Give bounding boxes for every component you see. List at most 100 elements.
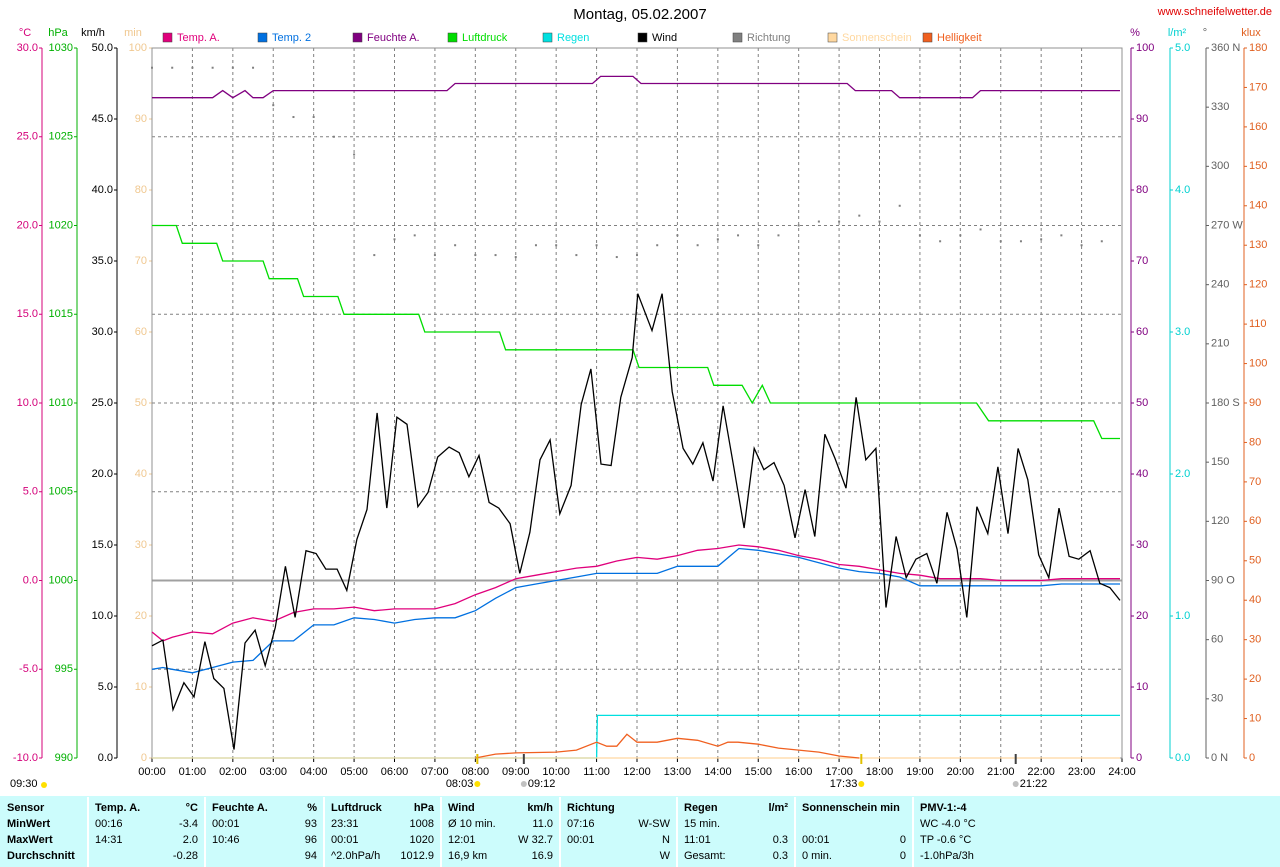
footer-header: Temp. A. bbox=[95, 802, 140, 814]
y-tick-label: 10 bbox=[1249, 712, 1261, 724]
series-dot bbox=[272, 104, 275, 107]
footer-cell: MinWert bbox=[7, 818, 51, 830]
y-tick-label: 30.0 bbox=[92, 326, 113, 338]
y-tick-label: 180 S bbox=[1211, 397, 1240, 409]
y-tick-label: 1000 bbox=[49, 574, 73, 586]
y-tick-label: 40.0 bbox=[92, 184, 113, 196]
y-tick-label: 990 bbox=[55, 752, 73, 764]
y-tick-label: 80 bbox=[1136, 184, 1148, 196]
footer-cell: 94 bbox=[305, 850, 317, 862]
legend-swatch bbox=[162, 32, 173, 43]
series-dot bbox=[252, 66, 255, 69]
y-tick-label: -10.0 bbox=[13, 752, 38, 764]
y-tick-label: 30 bbox=[135, 539, 147, 551]
annotation-label: 09:12 bbox=[528, 778, 556, 790]
series-dot bbox=[494, 254, 497, 257]
series-dot bbox=[454, 244, 457, 247]
x-tick-label: 23:00 bbox=[1068, 766, 1096, 778]
source: www.schneifelwetter.de bbox=[1157, 6, 1272, 18]
y-tick-label: 100 bbox=[1249, 357, 1267, 369]
series-dot bbox=[191, 66, 194, 69]
footer-cell: -0.28 bbox=[173, 850, 198, 862]
y-tick-label: 35.0 bbox=[92, 255, 113, 267]
footer-background bbox=[0, 796, 1280, 867]
x-tick-label: 00:00 bbox=[138, 766, 166, 778]
axis-title: ° bbox=[1203, 27, 1207, 39]
y-tick-label: 40 bbox=[135, 468, 147, 480]
y-tick-label: 45.0 bbox=[92, 113, 113, 125]
y-tick-label: 50.0 bbox=[92, 42, 113, 54]
series-dot bbox=[858, 214, 861, 217]
y-tick-label: 90 bbox=[135, 113, 147, 125]
y-tick-label: 100 bbox=[1136, 42, 1154, 54]
series-dot bbox=[797, 224, 800, 227]
footer-cell: 0 min. bbox=[802, 850, 832, 862]
axis-title: % bbox=[1130, 27, 1140, 39]
y-tick-label: 60 bbox=[1136, 326, 1148, 338]
y-tick-label: 20.0 bbox=[92, 468, 113, 480]
footer-unit: hPa bbox=[414, 802, 435, 814]
footer-header: PMV-1:-4 bbox=[920, 802, 967, 814]
legend-swatch bbox=[637, 32, 648, 43]
y-tick-label: 160 bbox=[1249, 121, 1267, 133]
series-dot bbox=[575, 254, 578, 257]
footer-cell: N bbox=[662, 834, 670, 846]
series-line bbox=[151, 547, 1120, 674]
legend-swatch bbox=[447, 32, 458, 43]
footer-cell: 1012.9 bbox=[400, 850, 434, 862]
x-tick-label: 08:00 bbox=[462, 766, 490, 778]
series-line bbox=[475, 733, 860, 759]
legend-swatch bbox=[352, 32, 363, 43]
annotation-icon bbox=[858, 781, 865, 787]
y-tick-label: 90 bbox=[1249, 397, 1261, 409]
y-tick-label: 0 N bbox=[1211, 752, 1228, 764]
y-tick-label: 80 bbox=[135, 184, 147, 196]
legend-label: Temp. 2 bbox=[272, 32, 311, 44]
footer-cell: 23:31 bbox=[331, 818, 359, 830]
x-tick-label: 11:00 bbox=[583, 766, 610, 778]
axis-title: hPa bbox=[48, 27, 68, 39]
footer-cell: ^2.0hPa/h bbox=[331, 850, 380, 862]
footer-cell: 0.3 bbox=[773, 850, 788, 862]
footer-unit: °C bbox=[186, 802, 198, 814]
x-tick-label: 12:00 bbox=[623, 766, 651, 778]
series-dot bbox=[939, 240, 942, 243]
y-tick-label: 30.0 bbox=[17, 42, 38, 54]
series-dot bbox=[373, 254, 376, 257]
x-tick-label: 17:00 bbox=[825, 766, 853, 778]
series-dot bbox=[433, 254, 436, 257]
annotation-icon bbox=[1012, 781, 1019, 787]
y-tick-label: 30 bbox=[1136, 539, 1148, 551]
footer-cell: WC -4.0 °C bbox=[920, 818, 976, 830]
y-tick-label: 120 bbox=[1249, 279, 1267, 291]
footer-cell: 96 bbox=[305, 834, 317, 846]
y-tick-label: 150 bbox=[1211, 456, 1229, 468]
y-tick-label: 25.0 bbox=[92, 397, 113, 409]
chart-title: Montag, 05.02.2007 bbox=[573, 6, 706, 23]
legend-label: Wind bbox=[652, 32, 677, 44]
series-dot bbox=[332, 135, 335, 138]
footer-cell: Ø 10 min. bbox=[448, 818, 496, 830]
y-tick-label: 0 bbox=[1249, 752, 1255, 764]
x-tick-label: 14:00 bbox=[704, 766, 732, 778]
y-tick-label: 995 bbox=[55, 663, 73, 675]
series-dot bbox=[151, 66, 153, 69]
series-dot bbox=[312, 116, 315, 119]
axis-title: klux bbox=[1241, 27, 1261, 39]
series-dot bbox=[555, 244, 558, 247]
y-tick-label: 30 bbox=[1211, 693, 1223, 705]
legend-swatch bbox=[732, 32, 743, 43]
y-tick-label: 300 bbox=[1211, 160, 1229, 172]
y-tick-label: 110 bbox=[1249, 318, 1267, 330]
footer-cell: 0.3 bbox=[773, 834, 788, 846]
y-tick-label: 70 bbox=[1249, 476, 1261, 488]
y-tick-label: 25.0 bbox=[17, 131, 38, 143]
y-tick-label: 240 bbox=[1211, 279, 1229, 291]
series-dot bbox=[918, 234, 921, 237]
y-tick-label: 210 bbox=[1211, 338, 1229, 350]
y-tick-label: 1030 bbox=[49, 42, 73, 54]
legend-swatch bbox=[542, 32, 553, 43]
y-tick-label: 0 bbox=[1136, 752, 1142, 764]
series-dot bbox=[777, 234, 780, 237]
